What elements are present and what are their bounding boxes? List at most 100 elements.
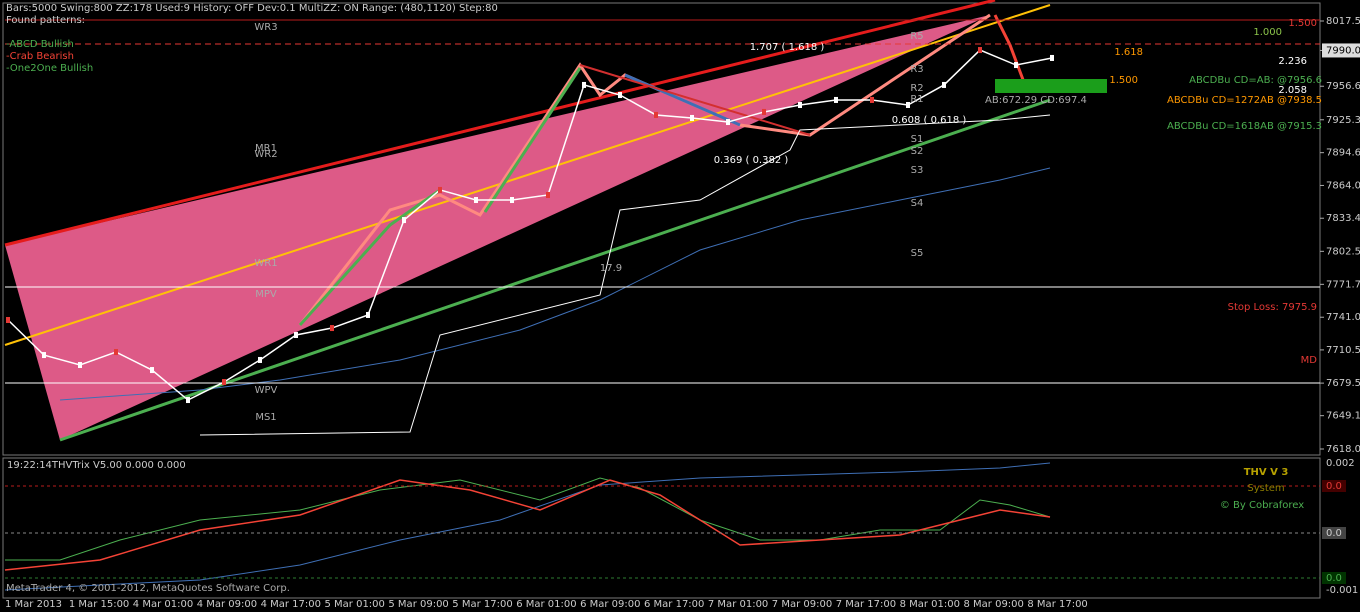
pattern-name: -One2One Bullish — [6, 63, 93, 74]
fib-label: 0.608 ( 0.618 ) — [892, 115, 967, 126]
pivot-label: MS1 — [255, 412, 276, 423]
candle — [294, 332, 298, 339]
y-tick-label: 8017.5 — [1326, 16, 1360, 27]
candle — [78, 362, 82, 369]
candle — [222, 379, 226, 386]
indicator-title: 19:22:14THVTrix V5.00 0.000 0.000 — [7, 460, 186, 471]
level-label: 1.000 — [1253, 27, 1282, 38]
candle — [582, 81, 586, 88]
candle — [618, 92, 622, 99]
x-tick-label: 7 Mar 17:00 — [836, 599, 896, 610]
axis-box — [1322, 480, 1346, 492]
x-tick-label: 5 Mar 09:00 — [388, 599, 448, 610]
x-tick-label: 6 Mar 01:00 — [516, 599, 576, 610]
crab-leg — [993, 14, 1027, 86]
candle — [726, 119, 730, 126]
candle — [762, 108, 766, 115]
indicator-axis-label: -0.001 — [1326, 585, 1358, 596]
level-label: ABCDBu CD=AB: @7956.6 — [1189, 75, 1322, 86]
brand-system: System — [1247, 483, 1284, 494]
y-tick-label: 7925.3 — [1326, 115, 1360, 126]
y-tick-label: 7741.0 — [1326, 312, 1360, 323]
pivot-label: WPV — [255, 385, 278, 396]
main-panel — [2, 2, 1321, 456]
fib-label: 1.707 ( 1.618 ) — [750, 42, 825, 53]
one2one-leg — [298, 188, 441, 327]
candle — [258, 356, 262, 363]
candle — [906, 101, 910, 108]
pivot-label: WR3 — [254, 22, 277, 33]
candle — [330, 325, 334, 332]
pivot-label: WR2 — [254, 149, 277, 160]
info-line: Bars:5000 Swing:800 ZZ:178 Used:9 Histor… — [6, 3, 498, 14]
trix-red — [4, 479, 1051, 571]
pivot-label: WR1 — [254, 258, 277, 269]
pivot-label: S1 — [911, 134, 924, 145]
y-tick-label: 7618.0 — [1326, 444, 1360, 455]
y-tick-label: 7679.5 — [1326, 378, 1360, 389]
candle — [690, 114, 694, 121]
candle — [1050, 54, 1054, 61]
pivot-label: R5 — [910, 31, 923, 42]
indicator-axis-label: 0.0 — [1326, 481, 1342, 492]
fib-label: 0.369 ( 0.382 ) — [714, 155, 789, 166]
x-tick-label: 4 Mar 09:00 — [197, 599, 257, 610]
pivot-label: MPV — [255, 289, 277, 300]
y-tick-label: 7833.4 — [1326, 213, 1360, 224]
candle — [402, 217, 406, 224]
pattern-name: -Crab Bearish — [6, 51, 74, 62]
level-label: AB:672.29 CD:697.4 — [985, 95, 1087, 106]
x-tick-label: 5 Mar 01:00 — [325, 599, 385, 610]
trend-line — [4, 4, 1051, 346]
candle — [186, 397, 190, 404]
candle — [798, 101, 802, 108]
found-label: Found patterns: — [6, 15, 85, 26]
pivot-label: S5 — [911, 248, 924, 259]
level-label: 1.500 — [1109, 75, 1138, 86]
candle — [6, 317, 10, 324]
target-zone — [995, 79, 1107, 93]
x-tick-label: 5 Mar 17:00 — [452, 599, 512, 610]
candle — [474, 197, 478, 204]
candle — [942, 81, 946, 88]
y-tick-label: 7864.0 — [1326, 180, 1360, 191]
price-box — [1322, 43, 1360, 58]
x-tick-label: 6 Mar 09:00 — [580, 599, 640, 610]
x-tick-label: 8 Mar 17:00 — [1027, 599, 1087, 610]
y-tick-label: 7894.6 — [1326, 148, 1360, 159]
crab-leg — [579, 64, 811, 136]
pivot-label: S4 — [911, 198, 924, 209]
x-tick-label: 7 Mar 09:00 — [772, 599, 832, 610]
x-tick-label: 8 Mar 01:00 — [900, 599, 960, 610]
pivot-label: R1 — [910, 94, 923, 105]
x-tick-label: 7 Mar 01:00 — [708, 599, 768, 610]
candle — [114, 349, 118, 356]
price-line — [7, 49, 1053, 401]
stop-loss: Stop Loss: 7975.9 — [1228, 302, 1317, 313]
abcd-leg — [624, 73, 741, 127]
candle — [42, 352, 46, 359]
pivot-label: S3 — [911, 165, 924, 176]
y-tick-label: 7710.5 — [1326, 345, 1360, 356]
channel-line — [4, 0, 996, 247]
candle — [150, 367, 154, 374]
axis-box — [1322, 572, 1346, 584]
y-tick-label: 7802.5 — [1326, 246, 1360, 257]
candle — [438, 186, 442, 193]
fib-label: 17.9 — [600, 263, 622, 274]
candle — [978, 47, 982, 54]
pivot-label: R2 — [910, 83, 923, 94]
candle — [546, 191, 550, 198]
x-tick-label: 8 Mar 09:00 — [964, 599, 1024, 610]
y-tick-label: 7956.6 — [1326, 81, 1360, 92]
brand-credit: © By Cobraforex — [1220, 500, 1304, 511]
indicator-axis-label: 0.0 — [1326, 573, 1342, 584]
brand: THV V 3 — [1244, 467, 1289, 478]
candle — [870, 96, 874, 103]
pattern-area — [5, 15, 990, 440]
x-tick-label: 1 Mar 15:00 — [69, 599, 129, 610]
footer: MetaTrader 4, © 2001-2012, MetaQuotes So… — [6, 583, 290, 594]
indicator-axis-label: 0.002 — [1326, 458, 1355, 469]
pivot-label: MR1 — [255, 143, 277, 154]
